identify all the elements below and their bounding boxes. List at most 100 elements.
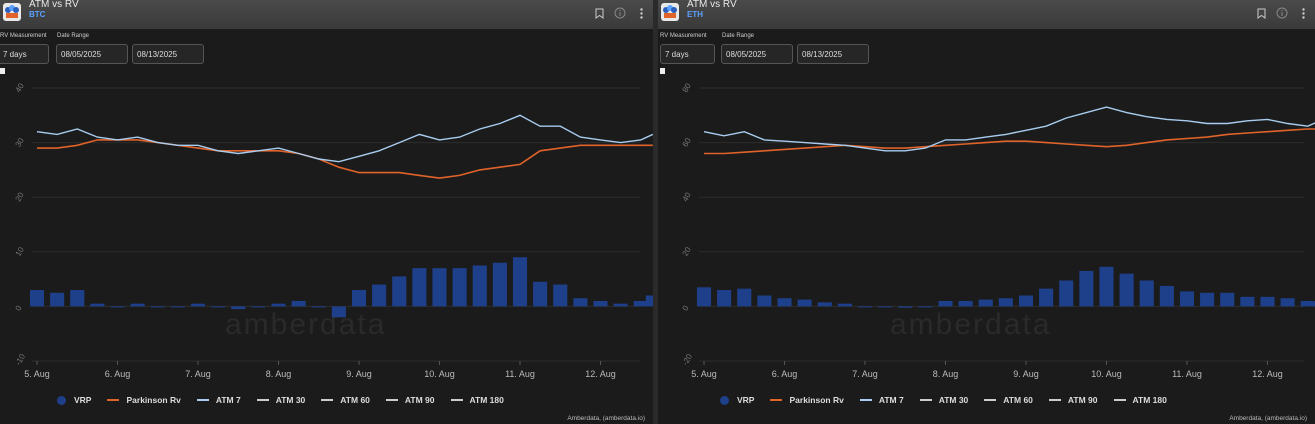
vrp-bar <box>777 298 792 307</box>
vrp-bar <box>1260 296 1275 307</box>
credit-text: Amberdata, (amberdata.io) <box>1229 415 1307 422</box>
vrp-bar <box>70 290 85 307</box>
legend-item-atm90[interactable]: ATM 90 <box>385 395 435 405</box>
y-tick-label: 0 <box>14 304 24 313</box>
x-tick-label: 12. Aug <box>585 369 616 379</box>
x-tick-label: 7. Aug <box>185 369 211 379</box>
vrp-bar <box>1159 285 1174 307</box>
vrp-bar <box>170 306 185 308</box>
vrp-bar <box>1280 298 1295 307</box>
vrp-bar <box>351 290 367 307</box>
more-menu-icon[interactable] <box>1297 7 1309 19</box>
y-tick-label: 40 <box>681 190 694 203</box>
vrp-bar <box>512 257 528 307</box>
vrp-bar <box>737 288 752 307</box>
chart-title: ATM vs RV <box>29 0 79 10</box>
asset-label: ETH <box>687 10 703 19</box>
vrp-bar <box>251 306 266 308</box>
legend-item-atm90[interactable]: ATM 90 <box>1048 395 1098 405</box>
legend-item-atm180[interactable]: ATM 180 <box>450 395 504 405</box>
panel-header: ATM vs RV BTC <box>0 0 653 29</box>
vrp-bar <box>1240 296 1255 307</box>
legend-item-vrp[interactable]: VRP <box>720 395 754 405</box>
legend-item-atm30[interactable]: ATM 30 <box>256 395 305 405</box>
vrp-bar <box>50 292 65 307</box>
x-tick-label: 7. Aug <box>852 369 878 379</box>
vrp-bar <box>392 276 407 307</box>
vrp-bar <box>1300 300 1315 307</box>
legend-item-atm60[interactable]: ATM 60 <box>984 395 1033 405</box>
vrp-bar <box>231 306 246 310</box>
asset-label: BTC <box>29 10 46 19</box>
legend-item-atm180[interactable]: ATM 180 <box>1113 395 1167 405</box>
x-tick-label: 11. Aug <box>505 369 535 379</box>
date-range-label: Date Range <box>722 33 755 39</box>
vrp-bar <box>190 303 206 307</box>
legend-item-atm30[interactable]: ATM 30 <box>919 395 968 405</box>
vrp-bar <box>331 306 346 318</box>
start-date-input[interactable]: 08/05/2025 <box>721 44 793 64</box>
legend-item-atm7[interactable]: ATM 7 <box>859 395 904 405</box>
end-date-input[interactable]: 08/13/2025 <box>797 44 869 64</box>
watermark: amberdata <box>890 308 1052 341</box>
vrp-bar <box>90 303 105 307</box>
parkinson-rv-line <box>37 139 653 179</box>
rv-measurement-select[interactable]: 7 days <box>660 44 715 64</box>
vrp-bar <box>492 262 507 307</box>
x-tick-label: 6. Aug <box>772 369 798 379</box>
x-tick-label: 6. Aug <box>105 369 131 379</box>
rv-measurement-label: RV Measurement <box>660 33 707 39</box>
info-icon[interactable] <box>614 7 626 19</box>
vrp-bar <box>1059 280 1074 307</box>
y-tick-label: 60 <box>681 136 694 149</box>
vrp-bar <box>958 300 973 307</box>
vrp-bar <box>1312 302 1315 307</box>
x-tick-label: 9. Aug <box>346 369 372 379</box>
rv-measurement-select[interactable]: 7 days <box>0 44 49 64</box>
vrp-bar <box>1099 266 1114 307</box>
parkinson-rv-line <box>704 128 1315 155</box>
more-menu-icon[interactable] <box>635 7 647 19</box>
vrp-bar <box>593 300 608 307</box>
x-tick-label: 10. Aug <box>424 369 455 379</box>
vrp-bar <box>452 268 467 307</box>
vrp-bar <box>817 302 832 307</box>
legend: VRP Parkinson Rv ATM 7 ATM 30 ATM 60 ATM… <box>720 395 1183 405</box>
x-tick-label: 12. Aug <box>1252 369 1283 379</box>
vrp-bar <box>533 281 548 307</box>
info-icon[interactable] <box>1276 7 1288 19</box>
end-date-input[interactable]: 08/13/2025 <box>132 44 204 64</box>
expand-marker[interactable] <box>0 68 5 74</box>
x-tick-label: 9. Aug <box>1013 369 1039 379</box>
legend-item-atm7[interactable]: ATM 7 <box>196 395 241 405</box>
vrp-bar <box>645 295 653 307</box>
amberdata-logo-icon <box>661 3 679 21</box>
bookmark-icon[interactable] <box>1255 7 1267 19</box>
legend-item-vrp[interactable]: VRP <box>57 395 91 405</box>
x-tick-label: 5. Aug <box>24 369 50 379</box>
legend-item-atm60[interactable]: ATM 60 <box>321 395 370 405</box>
vrp-bar <box>1200 292 1215 307</box>
vrp-bar <box>1039 288 1054 307</box>
vrp-bar <box>472 265 487 307</box>
vrp-bar <box>633 300 648 307</box>
vrp-bar <box>130 303 145 307</box>
start-date-input[interactable]: 08/05/2025 <box>56 44 128 64</box>
y-tick-label: 10 <box>14 245 27 258</box>
vrp-bar <box>857 306 873 308</box>
vrp-bar <box>717 290 732 307</box>
legend-item-parkinson[interactable]: Parkinson Rv <box>107 395 181 405</box>
expand-marker[interactable] <box>660 68 665 74</box>
vrp-bar <box>757 295 772 307</box>
bookmark-icon[interactable] <box>593 7 605 19</box>
panel-header: ATM vs RV ETH <box>658 0 1315 29</box>
rv-measurement-label: RV Measurement <box>0 33 47 39</box>
y-tick-label: -20 <box>681 352 695 367</box>
y-tick-label: 30 <box>14 136 27 149</box>
vrp-bar <box>613 303 628 307</box>
vrp-bar <box>978 299 993 307</box>
legend-item-parkinson[interactable]: Parkinson Rv <box>770 395 844 405</box>
vrp-bar <box>1119 273 1134 307</box>
vrp-bar <box>1220 292 1235 307</box>
eth-chart: -20 0 20 40 60 80 5. Aug 6. Aug 7. Aug 8. Aug 9. A… <box>681 81 1315 379</box>
